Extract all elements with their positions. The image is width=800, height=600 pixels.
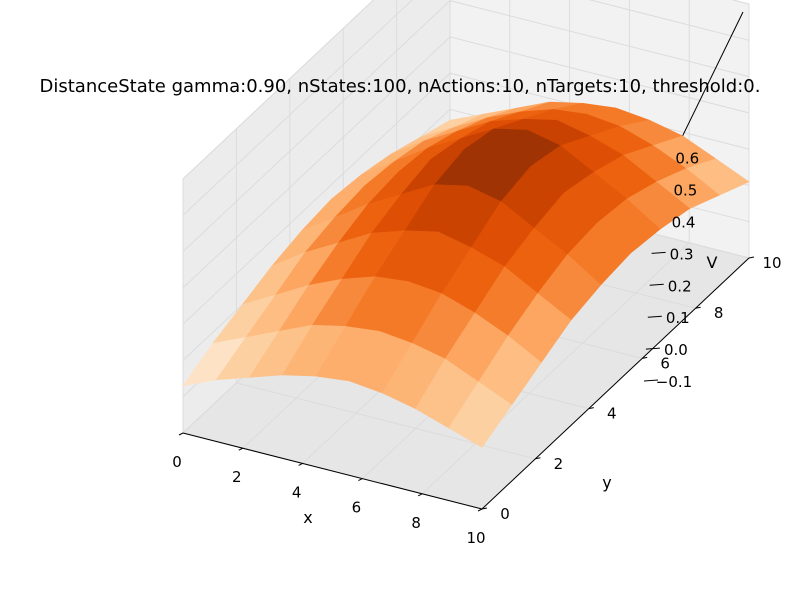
z-tick-label: −0.1	[656, 373, 692, 391]
z-tick-label: 0.0	[664, 341, 688, 359]
z-tick	[645, 347, 660, 350]
z-tick-label: 0.6	[675, 150, 699, 168]
y-tick-label: 6	[660, 354, 670, 372]
z-tick-label: 0.4	[672, 214, 696, 232]
x-tick	[178, 432, 184, 436]
x-tick-label: 10	[466, 529, 485, 547]
x-tick	[358, 478, 363, 482]
y-tick-label: 10	[762, 254, 781, 272]
y-axis-line	[481, 257, 750, 510]
chart-title: DistanceState gamma:0.90, nStates:100, n…	[40, 76, 761, 97]
x-tick-label: 8	[411, 514, 421, 532]
y-tick	[642, 356, 648, 359]
x-tick	[417, 493, 423, 497]
z-tick	[651, 251, 666, 254]
axis-tick-labels: 0 2 4 6 8 10 0 2 4 6 8 10 −0.1 0.0 0.1 0.2 0.3 0.4 0.5 0.6	[172, 150, 781, 547]
x-tick-label: 6	[352, 499, 362, 517]
y-tick-label: 0	[500, 505, 510, 523]
y-tick	[535, 457, 541, 460]
y-tick	[748, 256, 755, 259]
x-tick-label: 2	[232, 468, 242, 486]
grid-line-z	[182, 0, 750, 180]
grid-line-z	[182, 0, 750, 216]
z-tick-label: 0.5	[673, 182, 697, 200]
x-tick	[238, 447, 244, 451]
z-tick-label: 0.3	[670, 245, 694, 263]
y-tick-label: 4	[607, 405, 617, 423]
x-tick	[298, 462, 303, 466]
z-tick	[649, 283, 664, 286]
grid-line-z	[182, 0, 750, 252]
z-tick	[643, 379, 659, 382]
y-tick	[695, 306, 701, 309]
surface-patch	[448, 381, 513, 448]
y-tick	[481, 507, 488, 510]
x-tick	[477, 508, 483, 512]
x-axis-label: x	[303, 508, 312, 527]
y-axis-label: y	[602, 473, 611, 492]
surface-plot	[182, 101, 750, 448]
z-tick-label: 0.2	[668, 277, 692, 295]
x-tick-label: 4	[292, 483, 302, 501]
z-tick	[647, 315, 662, 318]
grid-line-z	[182, 36, 750, 289]
z-tick-label: 0.1	[666, 309, 690, 327]
y-tick	[588, 407, 594, 410]
x-tick-label: 0	[172, 453, 182, 471]
y-tick-label: 2	[554, 455, 564, 473]
y-tick-label: 8	[714, 304, 724, 322]
z-axis-label: V	[707, 253, 718, 272]
x-axis-line	[182, 432, 483, 510]
